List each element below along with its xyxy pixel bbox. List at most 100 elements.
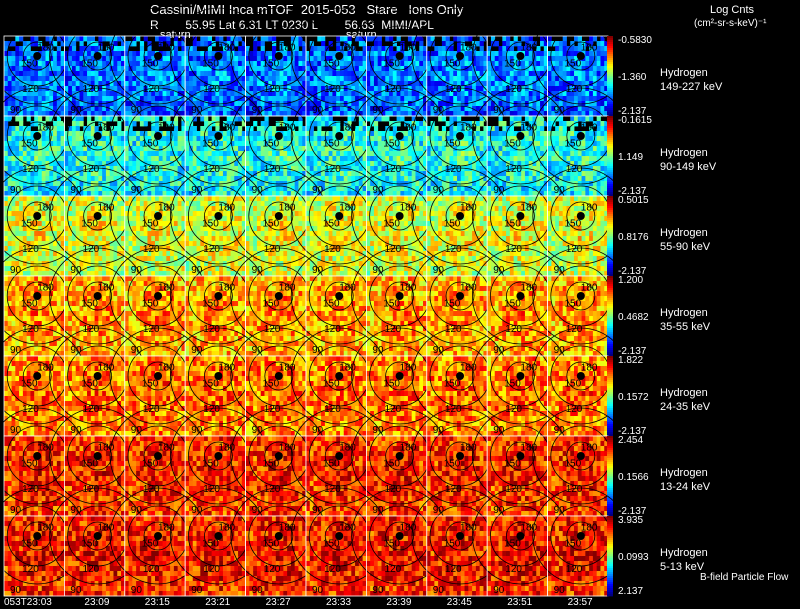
image-pixel (26, 106, 31, 112)
image-pixel (592, 91, 598, 97)
image-pixel (41, 91, 46, 97)
image-pixel (132, 86, 137, 92)
image-pixel (177, 41, 182, 47)
image-pixel (313, 116, 318, 122)
image-pixel (347, 96, 352, 102)
image-pixel (415, 56, 420, 62)
image-pixel (339, 61, 345, 67)
image-pixel (426, 186, 431, 192)
image-pixel (238, 136, 243, 142)
image-pixel (453, 76, 458, 82)
image-pixel (513, 151, 518, 157)
image-pixel (506, 156, 511, 162)
image-pixel (83, 101, 88, 107)
image-pixel (113, 141, 118, 147)
image-pixel (170, 191, 175, 197)
image-pixel (306, 121, 311, 127)
image-pixel (558, 41, 564, 47)
image-pixel (230, 176, 235, 182)
image-pixel (596, 141, 601, 147)
image-pixel (15, 71, 20, 77)
image-pixel (181, 36, 186, 42)
image-pixel (230, 156, 235, 162)
image-pixel (592, 111, 598, 117)
image-pixel (117, 71, 122, 77)
image-pixel (524, 111, 530, 117)
image-pixel (185, 66, 190, 72)
image-pixel (370, 51, 375, 57)
image-pixel (121, 111, 126, 117)
image-pixel (264, 151, 269, 157)
image-pixel (513, 191, 518, 197)
image-pixel (83, 71, 88, 77)
image-pixel (117, 51, 122, 57)
image-pixel (124, 71, 129, 77)
image-pixel (513, 111, 518, 117)
image-pixel (87, 81, 92, 87)
image-pixel (71, 76, 77, 82)
image-pixel (290, 191, 296, 197)
image-pixel (309, 166, 314, 172)
image-pixel (245, 101, 250, 107)
image-pixel (358, 121, 364, 127)
image-pixel (230, 191, 235, 197)
image-pixel (336, 106, 341, 112)
image-pixel (109, 86, 114, 92)
contour-label: 120 (83, 84, 100, 95)
image-pixel (468, 76, 473, 82)
image-pixel (155, 191, 160, 197)
image-pixel (600, 186, 605, 192)
image-pixel (192, 51, 197, 57)
image-pixel (509, 191, 515, 197)
image-pixel (49, 156, 54, 162)
image-pixel (558, 81, 564, 87)
image-pixel (155, 71, 160, 77)
image-pixel (26, 51, 31, 57)
image-pixel (562, 41, 567, 47)
image-pixel (392, 76, 397, 82)
image-pixel (222, 191, 228, 197)
image-pixel (34, 186, 39, 192)
image-pixel (15, 106, 20, 112)
image-pixel (389, 191, 394, 197)
image-pixel (317, 146, 322, 152)
image-pixel (155, 76, 160, 82)
image-pixel (105, 106, 111, 112)
image-pixel (147, 176, 152, 182)
image-pixel (215, 111, 220, 117)
image-pixel (426, 76, 431, 82)
image-pixel (430, 166, 435, 172)
image-pixel (79, 51, 84, 57)
image-pixel (162, 151, 167, 157)
image-pixel (75, 116, 80, 122)
image-pixel (49, 76, 54, 82)
image-pixel (121, 36, 126, 42)
image-pixel (309, 136, 314, 142)
image-pixel (34, 41, 39, 47)
image-pixel (317, 136, 322, 142)
image-pixel (83, 66, 88, 72)
image-pixel (506, 41, 511, 47)
image-pixel (158, 41, 163, 47)
image-pixel (49, 81, 54, 87)
image-pixel (83, 86, 88, 92)
image-pixel (268, 51, 273, 57)
image-pixel (83, 91, 88, 97)
image-pixel (117, 46, 122, 52)
image-pixel (245, 76, 250, 82)
image-pixel (207, 191, 213, 197)
image-pixel (370, 131, 375, 137)
image-pixel (306, 166, 311, 172)
image-pixel (105, 71, 111, 77)
image-pixel (419, 51, 424, 57)
image-pixel (143, 191, 148, 197)
image-pixel (68, 156, 73, 162)
image-pixel (396, 71, 401, 77)
image-pixel (68, 136, 73, 142)
image-pixel (494, 136, 499, 142)
image-pixel (600, 126, 605, 132)
image-pixel (155, 111, 160, 117)
image-pixel (15, 96, 20, 102)
image-pixel (207, 176, 213, 182)
image-pixel (15, 161, 20, 167)
